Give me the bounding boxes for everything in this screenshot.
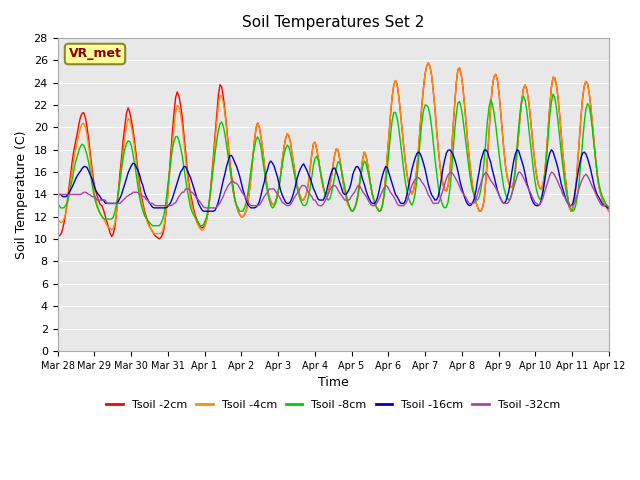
Title: Soil Temperatures Set 2: Soil Temperatures Set 2 — [242, 15, 424, 30]
Tsoil -2cm — [65, 184, 73, 190]
Tsoil -32cm — [488, 180, 496, 186]
Tsoil -32cm — [495, 192, 503, 198]
Tsoil -32cm — [202, 205, 209, 211]
Tsoil -8cm — [54, 201, 61, 206]
Tsoil -2cm — [477, 208, 484, 214]
Tsoil -16cm — [446, 147, 454, 153]
Tsoil -2cm — [226, 157, 234, 163]
Tsoil -4cm — [424, 60, 432, 66]
Tsoil -4cm — [65, 190, 73, 195]
Text: VR_met: VR_met — [68, 48, 122, 60]
Tsoil -8cm — [359, 164, 367, 169]
Tsoil -4cm — [150, 231, 158, 237]
Tsoil -32cm — [54, 192, 61, 197]
Tsoil -16cm — [477, 158, 484, 164]
Tsoil -8cm — [476, 194, 483, 200]
Tsoil -4cm — [495, 89, 503, 95]
Tsoil -8cm — [549, 91, 557, 97]
Tsoil -8cm — [149, 223, 157, 228]
Tsoil -16cm — [226, 153, 234, 158]
Tsoil -16cm — [200, 208, 207, 214]
Tsoil -16cm — [359, 177, 367, 182]
Tsoil -16cm — [495, 192, 503, 198]
Tsoil -32cm — [477, 180, 484, 186]
X-axis label: Time: Time — [318, 376, 349, 389]
Tsoil -16cm — [65, 190, 73, 196]
Tsoil -32cm — [65, 192, 73, 197]
Tsoil -2cm — [424, 60, 432, 66]
Line: Tsoil -16cm: Tsoil -16cm — [58, 150, 609, 211]
Line: Tsoil -8cm: Tsoil -8cm — [58, 94, 609, 226]
Tsoil -4cm — [226, 160, 234, 166]
Line: Tsoil -2cm: Tsoil -2cm — [58, 63, 609, 239]
Line: Tsoil -32cm: Tsoil -32cm — [58, 172, 609, 208]
Tsoil -2cm — [605, 208, 612, 214]
Tsoil -32cm — [359, 189, 367, 194]
Tsoil -2cm — [156, 236, 163, 241]
Tsoil -16cm — [605, 205, 612, 211]
Tsoil -16cm — [54, 192, 61, 197]
Tsoil -4cm — [359, 156, 367, 162]
Legend: Tsoil -2cm, Tsoil -4cm, Tsoil -8cm, Tsoil -16cm, Tsoil -32cm: Tsoil -2cm, Tsoil -4cm, Tsoil -8cm, Tsoi… — [102, 395, 564, 414]
Tsoil -4cm — [605, 208, 612, 214]
Tsoil -2cm — [495, 89, 503, 95]
Line: Tsoil -4cm: Tsoil -4cm — [58, 63, 609, 234]
Tsoil -8cm — [487, 97, 495, 103]
Tsoil -8cm — [226, 165, 234, 171]
Tsoil -4cm — [54, 216, 61, 222]
Tsoil -8cm — [65, 192, 73, 198]
Tsoil -32cm — [447, 169, 455, 175]
Tsoil -16cm — [488, 167, 496, 173]
Tsoil -8cm — [605, 205, 612, 211]
Tsoil -8cm — [493, 136, 501, 142]
Tsoil -2cm — [359, 156, 367, 162]
Y-axis label: Soil Temperature (C): Soil Temperature (C) — [15, 130, 28, 259]
Tsoil -32cm — [605, 205, 612, 211]
Tsoil -32cm — [226, 180, 234, 186]
Tsoil -2cm — [488, 84, 496, 90]
Tsoil -4cm — [477, 208, 484, 214]
Tsoil -4cm — [488, 84, 496, 90]
Tsoil -2cm — [54, 231, 61, 237]
